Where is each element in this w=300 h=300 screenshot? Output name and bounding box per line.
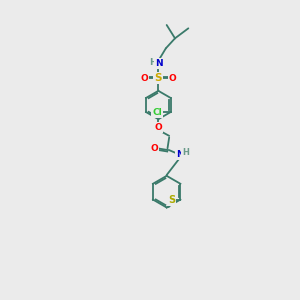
Text: O: O — [150, 144, 158, 153]
Text: S: S — [154, 73, 162, 83]
Text: O: O — [154, 123, 162, 132]
Text: H: H — [149, 58, 157, 67]
Text: O: O — [169, 74, 176, 83]
Text: N: N — [176, 150, 183, 159]
Text: Cl: Cl — [152, 108, 162, 117]
Text: S: S — [168, 195, 175, 205]
Text: N: N — [155, 59, 163, 68]
Text: O: O — [140, 74, 148, 83]
Text: H: H — [182, 148, 189, 157]
